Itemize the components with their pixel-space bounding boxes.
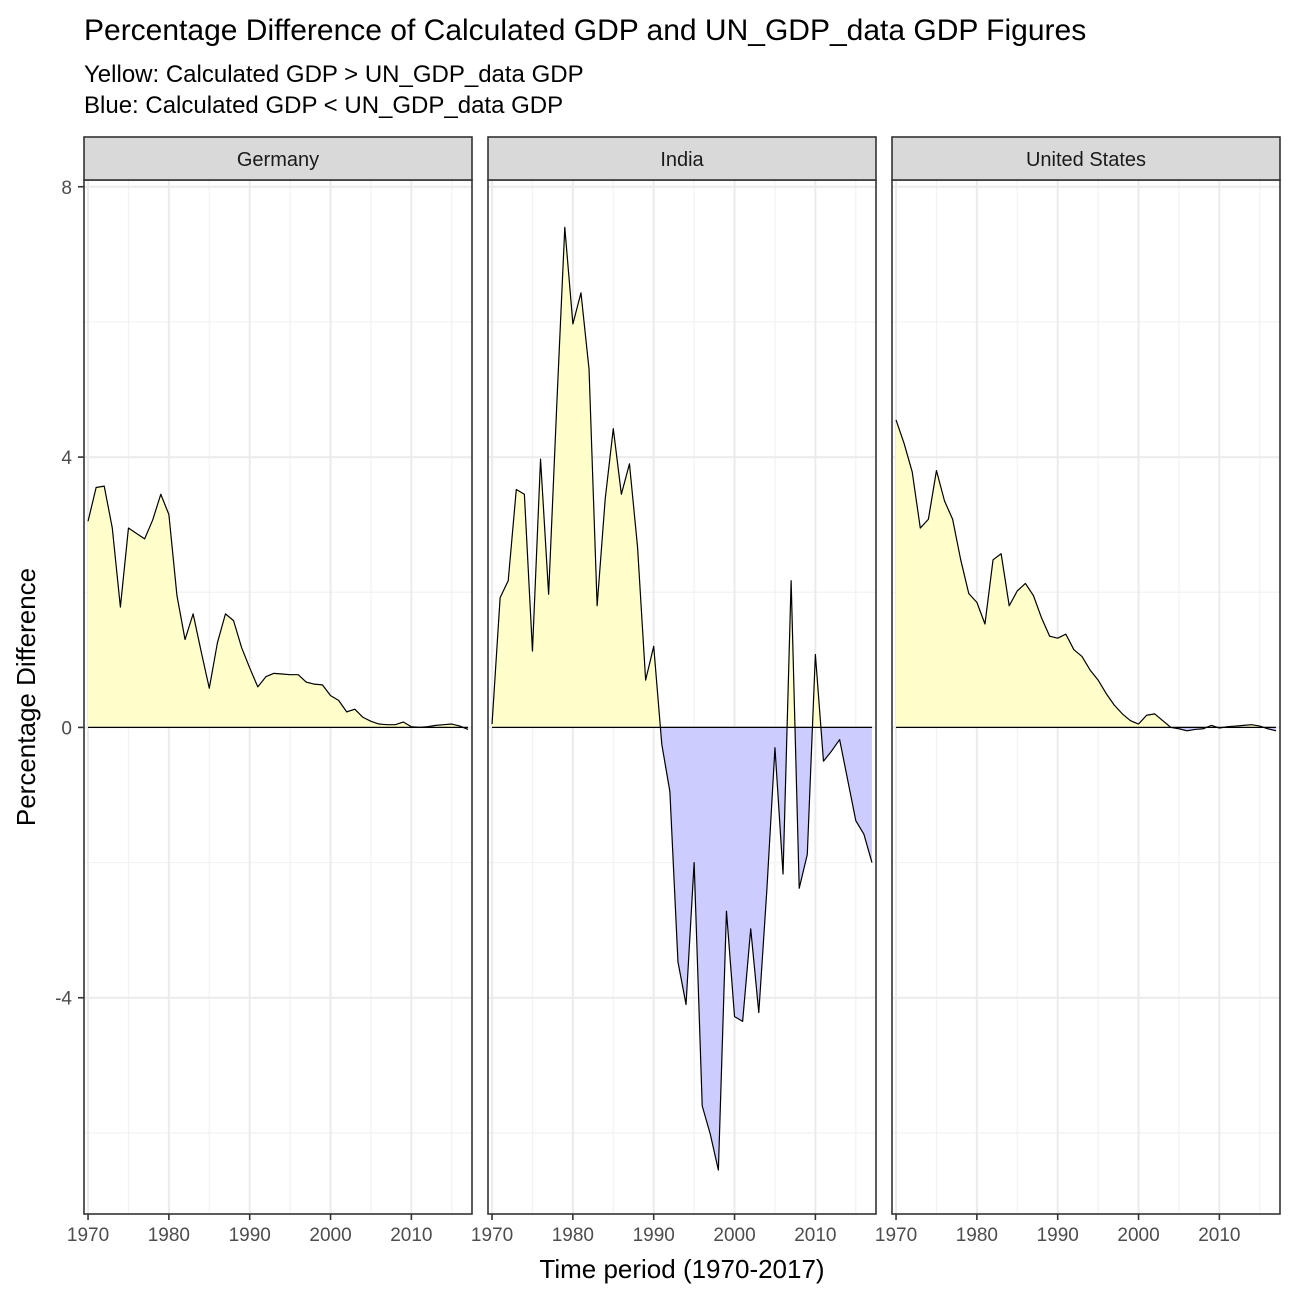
chart-subtitle-line-1: Yellow: Calculated GDP > UN_GDP_data GDP bbox=[84, 61, 584, 88]
series-line-germany bbox=[87, 485, 469, 730]
x-axis-title: Time period (1970-2017) bbox=[539, 1254, 824, 1284]
y-tick-label: 0 bbox=[61, 718, 72, 739]
x-tick-label: 2010 bbox=[390, 1225, 432, 1246]
facet-strip bbox=[83, 136, 473, 181]
chart-subtitle-line-2: Blue: Calculated GDP < UN_GDP_data GDP bbox=[84, 92, 563, 119]
positive-area-germany bbox=[88, 486, 468, 728]
facet-strip-label: Germany bbox=[237, 149, 319, 171]
x-tick-label: 2000 bbox=[1117, 1225, 1159, 1246]
x-tick-label: 1990 bbox=[633, 1225, 675, 1246]
series-line-united-states bbox=[895, 419, 1277, 732]
facet-strip-label: India bbox=[660, 149, 704, 171]
facet-panel-1: India 1970 1980 1990 2000 2010 bbox=[471, 136, 877, 1246]
x-tick-label: 2000 bbox=[713, 1225, 755, 1246]
series-line-india bbox=[491, 226, 873, 1171]
x-tick-label: 1980 bbox=[552, 1225, 594, 1246]
facet-strip bbox=[891, 136, 1281, 181]
y-tick-label: -4 bbox=[55, 989, 72, 1010]
facet-strip-label: United States bbox=[1026, 149, 1146, 171]
chart-title: Percentage Difference of Calculated GDP … bbox=[84, 14, 1086, 47]
facet-panels: Germany 1970 1980 1990 2000 2010 India 1970 1980… bbox=[67, 136, 1281, 1246]
x-tick-label: 2010 bbox=[794, 1225, 836, 1246]
negative-area-united-states bbox=[896, 727, 1276, 731]
y-axis: -4 0 4 8 bbox=[55, 178, 84, 1010]
positive-area-united-states bbox=[896, 419, 1276, 728]
negative-area-india bbox=[492, 727, 872, 1171]
y-tick-label: 4 bbox=[61, 448, 72, 469]
x-tick-label: 1990 bbox=[1037, 1225, 1079, 1246]
x-tick-label: 1970 bbox=[875, 1225, 917, 1246]
y-axis-title: Percentage Difference bbox=[11, 568, 41, 826]
x-tick-label: 1980 bbox=[148, 1225, 190, 1246]
x-tick-label: 1980 bbox=[956, 1225, 998, 1246]
x-tick-label: 1970 bbox=[471, 1225, 513, 1246]
facet-strip bbox=[487, 136, 877, 181]
x-tick-label: 2010 bbox=[1198, 1225, 1240, 1246]
y-tick-label: 8 bbox=[61, 178, 72, 199]
facet-panel-2: United States 1970 1980 1990 2000 2010 bbox=[875, 136, 1281, 1246]
x-tick-label: 2000 bbox=[309, 1225, 351, 1246]
facet-panel-0: Germany 1970 1980 1990 2000 2010 bbox=[67, 136, 473, 1246]
x-tick-label: 1970 bbox=[67, 1225, 109, 1246]
x-tick-label: 1990 bbox=[229, 1225, 271, 1246]
